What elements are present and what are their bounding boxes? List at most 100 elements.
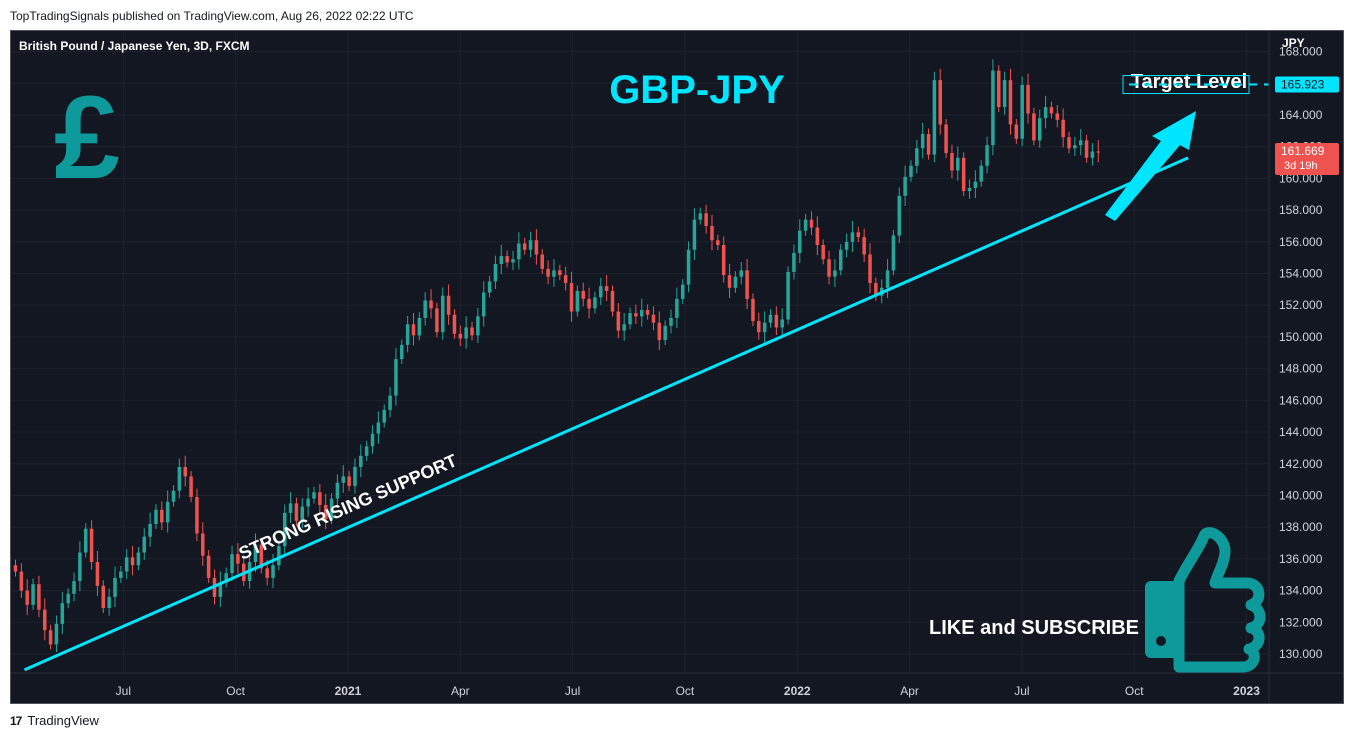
candle-body[interactable] [201, 533, 205, 556]
candle-body[interactable] [364, 446, 369, 456]
candle-body[interactable] [915, 148, 919, 166]
candle-body[interactable] [944, 124, 948, 154]
candle-body[interactable] [950, 153, 954, 171]
candle-body[interactable] [792, 252, 796, 272]
candle-body[interactable] [710, 225, 714, 241]
candle-body[interactable] [95, 562, 100, 586]
candle-body[interactable] [920, 134, 925, 149]
candle-body[interactable] [370, 433, 375, 447]
candle-body[interactable] [107, 596, 111, 609]
candle-body[interactable] [446, 295, 451, 315]
candle-body[interactable] [704, 213, 708, 226]
candle-body[interactable] [774, 314, 779, 328]
candle-body[interactable] [101, 585, 106, 609]
candle-body[interactable] [1002, 80, 1007, 108]
candle-body[interactable] [353, 466, 357, 486]
candle-body[interactable] [1061, 119, 1065, 138]
candle-body[interactable] [891, 235, 896, 271]
candle-body[interactable] [932, 80, 937, 155]
candle-body[interactable] [230, 554, 234, 574]
candle-body[interactable] [265, 568, 269, 578]
candle-body[interactable] [376, 422, 381, 434]
candle-body[interactable] [563, 275, 568, 284]
candle-body[interactable] [253, 544, 258, 563]
candle-body[interactable] [136, 552, 141, 566]
candle-body[interactable] [476, 316, 480, 336]
candle-body[interactable] [997, 70, 1001, 108]
chart-canvas[interactable]: British Pound / Japanese Yen, 3D, FXCM J… [11, 31, 1344, 704]
candle-body[interactable] [183, 466, 187, 477]
candle-body[interactable] [60, 603, 65, 624]
candle-body[interactable] [639, 309, 644, 317]
candle-body[interactable] [821, 245, 825, 260]
candle-body[interactable] [66, 593, 70, 604]
candle-body[interactable] [745, 270, 749, 299]
candle-body[interactable] [827, 259, 831, 277]
candle-body[interactable] [1096, 151, 1101, 153]
candle-body[interactable] [657, 322, 662, 341]
candle-body[interactable] [1084, 140, 1089, 158]
candle-body[interactable] [429, 300, 433, 309]
candle-body[interactable] [733, 276, 738, 288]
candle-body[interactable] [926, 134, 931, 155]
candle-body[interactable] [716, 240, 720, 245]
candle-body[interactable] [119, 571, 123, 578]
symbol-label[interactable]: British Pound / Japanese Yen, 3D, FXCM [19, 39, 250, 53]
candle-body[interactable] [113, 577, 117, 597]
candle-body[interactable] [1055, 113, 1060, 120]
candle-body[interactable] [487, 281, 492, 293]
candle-body[interactable] [838, 249, 843, 271]
candle-body[interactable] [540, 254, 545, 269]
candle-body[interactable] [675, 298, 679, 318]
candle-body[interactable] [505, 256, 509, 263]
candle-body[interactable] [300, 506, 305, 521]
candle-body[interactable] [142, 536, 147, 553]
candle-body[interactable] [1026, 84, 1030, 114]
candle-body[interactable] [224, 573, 228, 583]
candle-body[interactable] [19, 571, 24, 591]
candle-body[interactable] [874, 283, 878, 296]
candle-body[interactable] [388, 395, 392, 410]
candle-body[interactable] [1067, 137, 1071, 149]
candle-body[interactable] [961, 157, 966, 192]
candle-body[interactable] [165, 501, 170, 523]
candle-body[interactable] [43, 609, 47, 631]
candle-body[interactable] [833, 270, 837, 277]
candle-body[interactable] [698, 213, 703, 220]
candle-body[interactable] [686, 249, 691, 285]
candle-body[interactable] [464, 327, 468, 339]
candle-body[interactable] [511, 259, 515, 263]
candle-body[interactable] [54, 623, 59, 645]
candle-body[interactable] [405, 324, 410, 345]
candle-body[interactable] [382, 409, 386, 423]
candle-body[interactable] [31, 584, 35, 605]
candle-body[interactable] [680, 284, 685, 299]
candle-body[interactable] [347, 476, 351, 486]
candle-body[interactable] [757, 321, 761, 333]
candle-body[interactable] [552, 270, 556, 277]
candle-body[interactable] [206, 555, 211, 578]
candle-body[interactable] [470, 327, 474, 336]
candle-body[interactable] [721, 245, 726, 276]
candle-body[interactable] [83, 528, 88, 553]
candle-body[interactable] [815, 227, 820, 245]
candle-body[interactable] [1043, 107, 1048, 119]
candle-body[interactable] [803, 219, 808, 231]
candle-body[interactable] [1008, 80, 1013, 125]
candle-body[interactable] [189, 476, 193, 498]
candle-body[interactable] [991, 70, 995, 146]
candle-body[interactable] [575, 290, 580, 312]
candle-body[interactable] [160, 509, 164, 523]
candle-body[interactable] [218, 582, 223, 597]
candle-body[interactable] [909, 165, 913, 177]
candle-body[interactable] [569, 283, 574, 312]
candle-body[interactable] [25, 590, 29, 605]
candle-body[interactable] [493, 264, 498, 282]
candle-body[interactable] [938, 80, 943, 125]
candle-body[interactable] [856, 232, 861, 238]
candle-body[interactable] [359, 455, 363, 467]
candle-body[interactable] [452, 314, 457, 334]
candle-body[interactable] [458, 333, 463, 339]
candle-body[interactable] [411, 324, 416, 336]
candle-body[interactable] [739, 270, 744, 277]
